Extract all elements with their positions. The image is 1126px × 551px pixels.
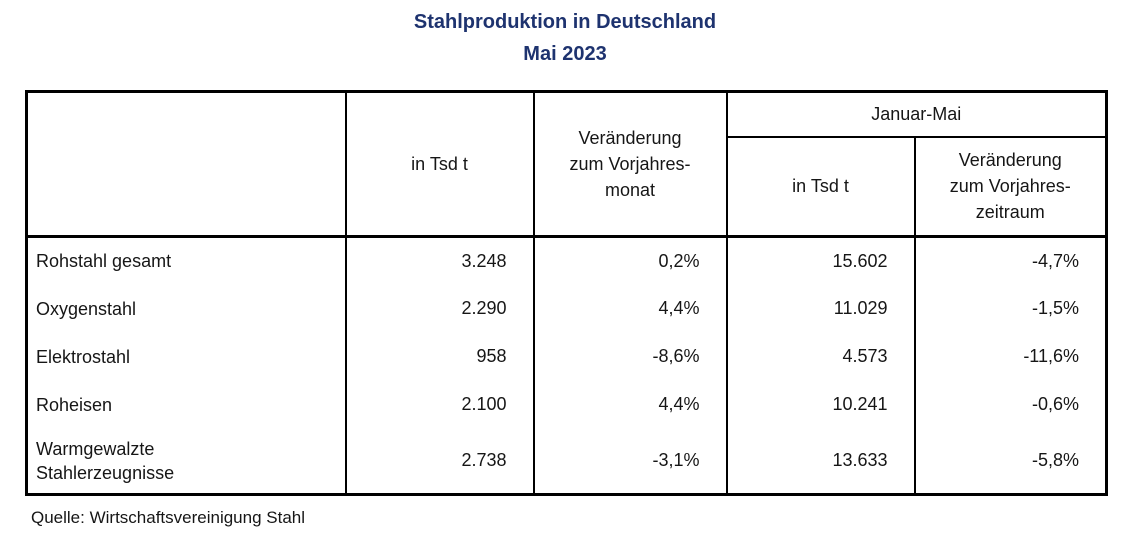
col-header-change-month: Veränderung zum Vorjahres- monat: [532, 91, 727, 237]
value-cell-change-month: 0,2%: [532, 235, 727, 285]
steel-production-table: in Tsd t Veränderung zum Vorjahres- mona…: [25, 90, 1109, 496]
row-label-cell: Rohstahl gesamt: [26, 235, 346, 285]
row-label-cell: Oxygenstahl: [36, 298, 137, 319]
document-title-line1: Stahlproduktion in Deutschland: [413, 11, 717, 33]
value-cell-change-period: -1,5%: [913, 284, 1107, 333]
table-row: Warmgewalzte Stahlerzeugnisse 2.738 -3,1…: [27, 428, 1107, 495]
header-row-sub: in Tsd t Veränderung zum Vorjahres- zeit…: [27, 136, 1107, 237]
value-cell-tsd: 2.100: [344, 380, 534, 429]
row-label-cell: Warmgewalzte Stahlerzeugnisse: [36, 438, 175, 483]
value-cell-change-month: 4,4%: [532, 284, 727, 333]
source-note: Quelle: Wirtschaftsvereinigung Stahl: [31, 508, 306, 527]
col-header-change-period: Veränderung zum Vorjahres- zeitraum: [913, 136, 1107, 237]
value-cell-tsd: 2.290: [344, 284, 534, 333]
value-cell-tsd: 2.738: [344, 428, 534, 495]
document-title-line2: Mai 2023: [523, 43, 607, 65]
value-cell-change-month: -3,1%: [532, 428, 727, 495]
value-cell-change-period: -5,8%: [913, 428, 1107, 495]
table-row: Roheisen 2.100 4,4% 10.241 -0,6%: [27, 380, 1107, 429]
col-header-tsd-cumulative: in Tsd t: [725, 136, 915, 237]
value-cell-tsd: 3.248: [344, 235, 534, 285]
value-cell-tsd-cumulative: 13.633: [725, 428, 915, 495]
table-row: Rohstahl gesamt 3.248 0,2% 15.602 -4,7%: [26, 235, 1107, 285]
value-cell-change-period: -11,6%: [913, 332, 1107, 381]
value-cell-change-period: -4,7%: [913, 235, 1107, 285]
table-row: Oxygenstahl 2.290 4,4% 11.029 -1,5%: [27, 284, 1107, 333]
header-row-group: in Tsd t Veränderung zum Vorjahres- mona…: [27, 91, 1107, 237]
col-header-empty: [27, 92, 346, 237]
row-label-cell: Elektrostahl: [36, 346, 131, 367]
col-header-tsd-month: in Tsd t: [344, 91, 534, 237]
value-cell-tsd: 958: [344, 332, 534, 381]
document-title: Stahlproduktion in Deutschland Mai 2023: [25, 6, 1105, 70]
value-cell-tsd-cumulative: 10.241: [725, 380, 915, 429]
table-row: Elektrostahl 958 -8,6% 4.573 -11,6%: [27, 332, 1107, 381]
value-cell-tsd-cumulative: 15.602: [725, 235, 915, 285]
value-cell-change-month: -8,6%: [532, 332, 727, 381]
row-label-cell: Roheisen: [36, 394, 113, 415]
value-cell-change-period: -0,6%: [913, 380, 1107, 429]
value-cell-tsd-cumulative: 11.029: [725, 284, 915, 333]
col-header-group-januar-mai: Januar-Mai: [725, 91, 1107, 138]
value-cell-tsd-cumulative: 4.573: [725, 332, 915, 381]
value-cell-change-month: 4,4%: [532, 380, 727, 429]
